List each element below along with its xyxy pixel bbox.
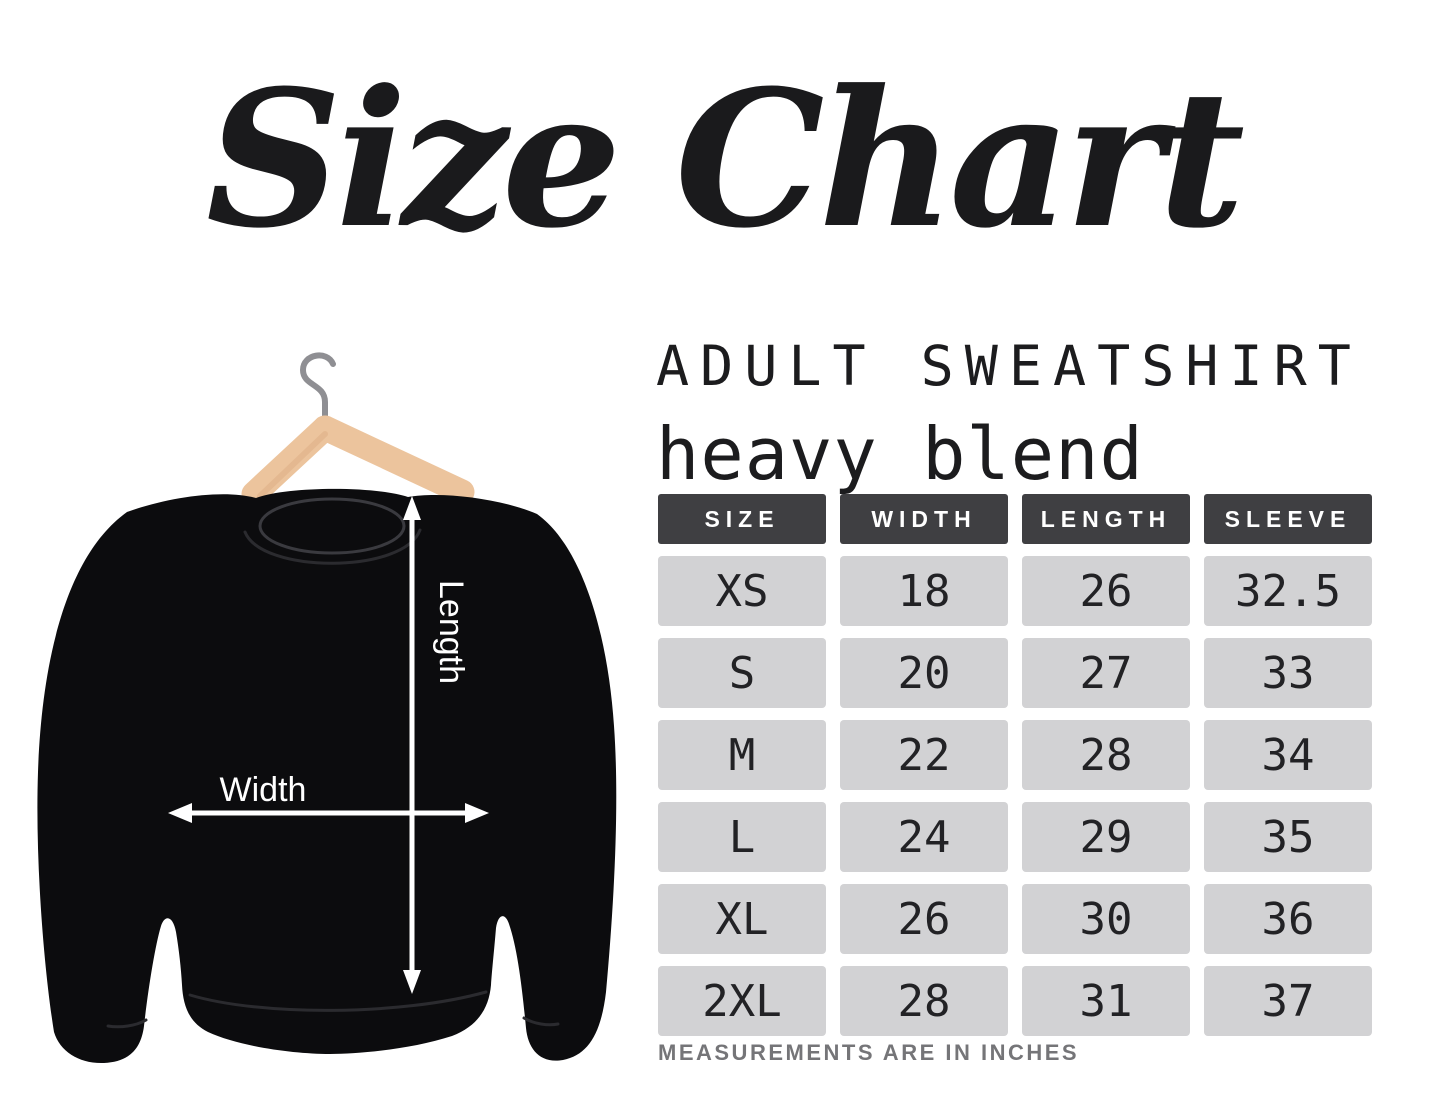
- table-cell-length: 30: [1022, 884, 1190, 954]
- table-cell-width: 18: [840, 556, 1008, 626]
- table-cell-length: 27: [1022, 638, 1190, 708]
- column-header-size: SIZE: [658, 494, 826, 544]
- table-cell-size: L: [658, 802, 826, 872]
- table-cell-width: 28: [840, 966, 1008, 1036]
- hanger-wood: [241, 415, 475, 507]
- width-label: Width: [220, 771, 307, 809]
- table-cell-size: XL: [658, 884, 826, 954]
- size-table: SIZE WIDTH LENGTH SLEEVE XS 18 26 32.5 S…: [658, 494, 1372, 1036]
- table-cell-sleeve: 37: [1204, 966, 1372, 1036]
- width-arrow: [168, 803, 489, 823]
- column-header-width: WIDTH: [840, 494, 1008, 544]
- length-arrow: [403, 496, 421, 994]
- table-cell-width: 22: [840, 720, 1008, 790]
- table-cell-sleeve: 32.5: [1204, 556, 1372, 626]
- sweatshirt-measurement-illustration: Length Width: [37, 352, 617, 1064]
- sweatshirt-silhouette: [37, 488, 617, 1064]
- column-header-length: LENGTH: [1022, 494, 1190, 544]
- table-cell-sleeve: 35: [1204, 802, 1372, 872]
- table-cell-width: 20: [840, 638, 1008, 708]
- page-title: Size Chart: [205, 49, 1245, 270]
- table-cell-length: 29: [1022, 802, 1190, 872]
- table-cell-width: 26: [840, 884, 1008, 954]
- table-cell-size: XS: [658, 556, 826, 626]
- table-cell-size: 2XL: [658, 966, 826, 1036]
- product-name: ADULT SWEATSHIRT: [656, 334, 1362, 398]
- units-footnote: MEASUREMENTS ARE IN INCHES: [658, 1040, 1080, 1065]
- column-header-sleeve: SLEEVE: [1204, 494, 1372, 544]
- product-variant: heavy blend: [656, 412, 1144, 496]
- table-cell-length: 26: [1022, 556, 1190, 626]
- table-cell-width: 24: [840, 802, 1008, 872]
- table-cell-size: S: [658, 638, 826, 708]
- product-subtitle: ADULT SWEATSHIRT heavy blend: [656, 334, 1362, 496]
- sweatshirt-seams: [106, 497, 560, 1029]
- length-label: Length: [432, 580, 470, 684]
- table-cell-sleeve: 34: [1204, 720, 1372, 790]
- table-cell-length: 31: [1022, 966, 1190, 1036]
- table-cell-size: M: [658, 720, 826, 790]
- table-cell-length: 28: [1022, 720, 1190, 790]
- table-cell-sleeve: 33: [1204, 638, 1372, 708]
- hanger-hook-icon: [299, 352, 336, 431]
- table-cell-sleeve: 36: [1204, 884, 1372, 954]
